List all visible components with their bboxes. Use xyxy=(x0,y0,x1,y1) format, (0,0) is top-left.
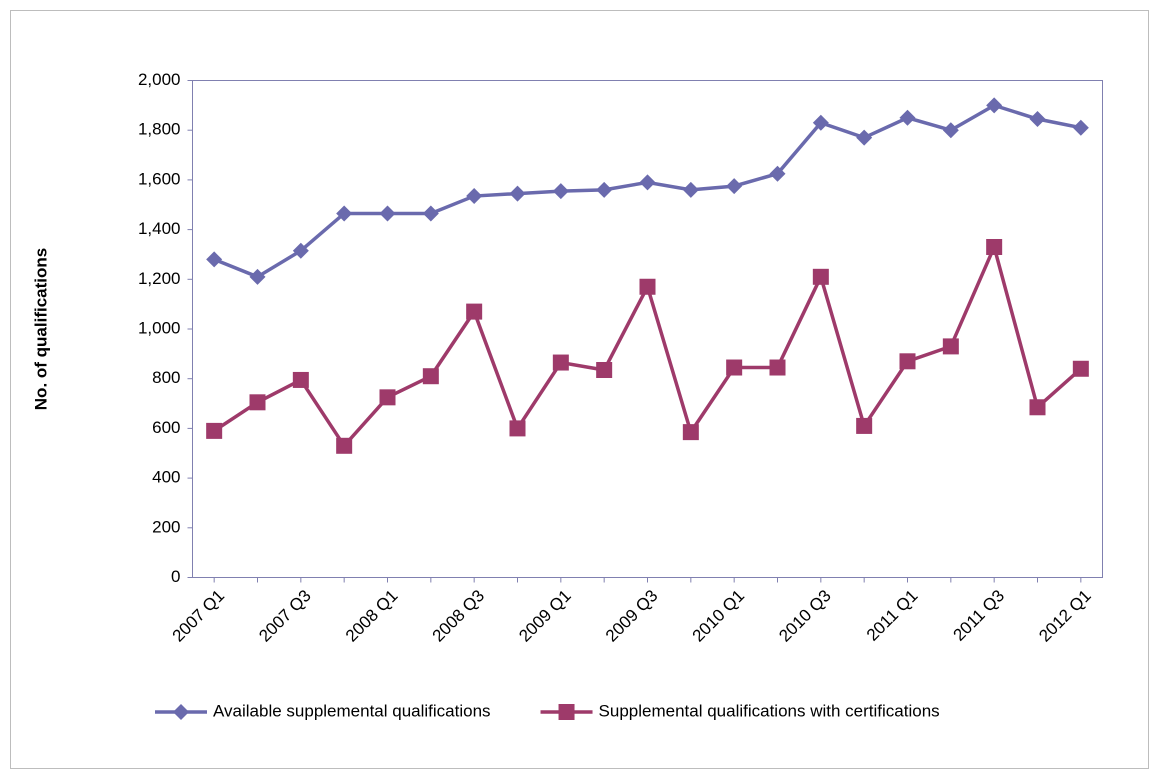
data-point xyxy=(596,181,613,198)
data-point xyxy=(639,278,656,295)
data-point xyxy=(856,129,873,146)
data-point xyxy=(336,205,353,222)
data-point xyxy=(552,183,569,200)
legend-marker xyxy=(558,704,575,720)
legend-marker xyxy=(173,704,189,720)
data-point xyxy=(1072,119,1089,136)
y-tick-label: 2,000 xyxy=(138,70,181,89)
data-point xyxy=(249,268,266,285)
data-point xyxy=(856,417,873,434)
data-point xyxy=(509,185,526,202)
y-tick-label: 800 xyxy=(152,368,180,387)
y-tick-label: 200 xyxy=(152,517,180,536)
data-point xyxy=(639,174,656,191)
y-tick-label: 1,000 xyxy=(138,318,181,337)
data-point xyxy=(509,420,526,437)
data-point xyxy=(682,424,699,441)
data-point xyxy=(769,359,786,376)
data-point xyxy=(552,354,569,371)
y-tick-label: 400 xyxy=(152,468,180,487)
data-point xyxy=(899,109,916,126)
data-point xyxy=(682,181,699,198)
data-point xyxy=(986,97,1003,114)
data-point xyxy=(379,205,396,222)
data-point xyxy=(292,371,309,388)
data-point xyxy=(986,238,1003,255)
y-tick-label: 1,800 xyxy=(138,120,181,139)
data-point xyxy=(812,268,829,285)
y-tick-label: 1,200 xyxy=(138,269,181,288)
data-point xyxy=(769,165,786,182)
data-point xyxy=(726,359,743,376)
legend-label: Supplemental qualifications with certifi… xyxy=(599,701,940,720)
data-point xyxy=(466,188,483,205)
y-tick-label: 0 xyxy=(171,567,180,586)
data-point xyxy=(466,303,483,320)
data-point xyxy=(379,389,396,406)
data-point xyxy=(249,394,266,411)
data-point xyxy=(942,338,959,355)
data-point xyxy=(942,122,959,139)
legend-label: Available supplemental qualifications xyxy=(213,701,491,720)
data-point xyxy=(899,353,916,370)
y-tick-label: 1,600 xyxy=(138,169,181,188)
data-point xyxy=(1029,399,1046,416)
data-point xyxy=(206,422,223,439)
data-point xyxy=(812,114,829,131)
data-point xyxy=(206,251,223,268)
data-point xyxy=(596,362,613,379)
chart-border xyxy=(10,10,1149,769)
data-point xyxy=(1029,111,1046,128)
data-point xyxy=(1072,360,1089,377)
data-point xyxy=(336,437,353,454)
y-tick-label: 600 xyxy=(152,418,180,437)
data-point xyxy=(726,178,743,195)
data-point xyxy=(422,368,439,385)
data-point xyxy=(292,242,309,259)
data-point xyxy=(422,205,439,222)
y-axis-label: No. of qualifications xyxy=(31,248,50,410)
y-tick-label: 1,400 xyxy=(138,219,181,238)
